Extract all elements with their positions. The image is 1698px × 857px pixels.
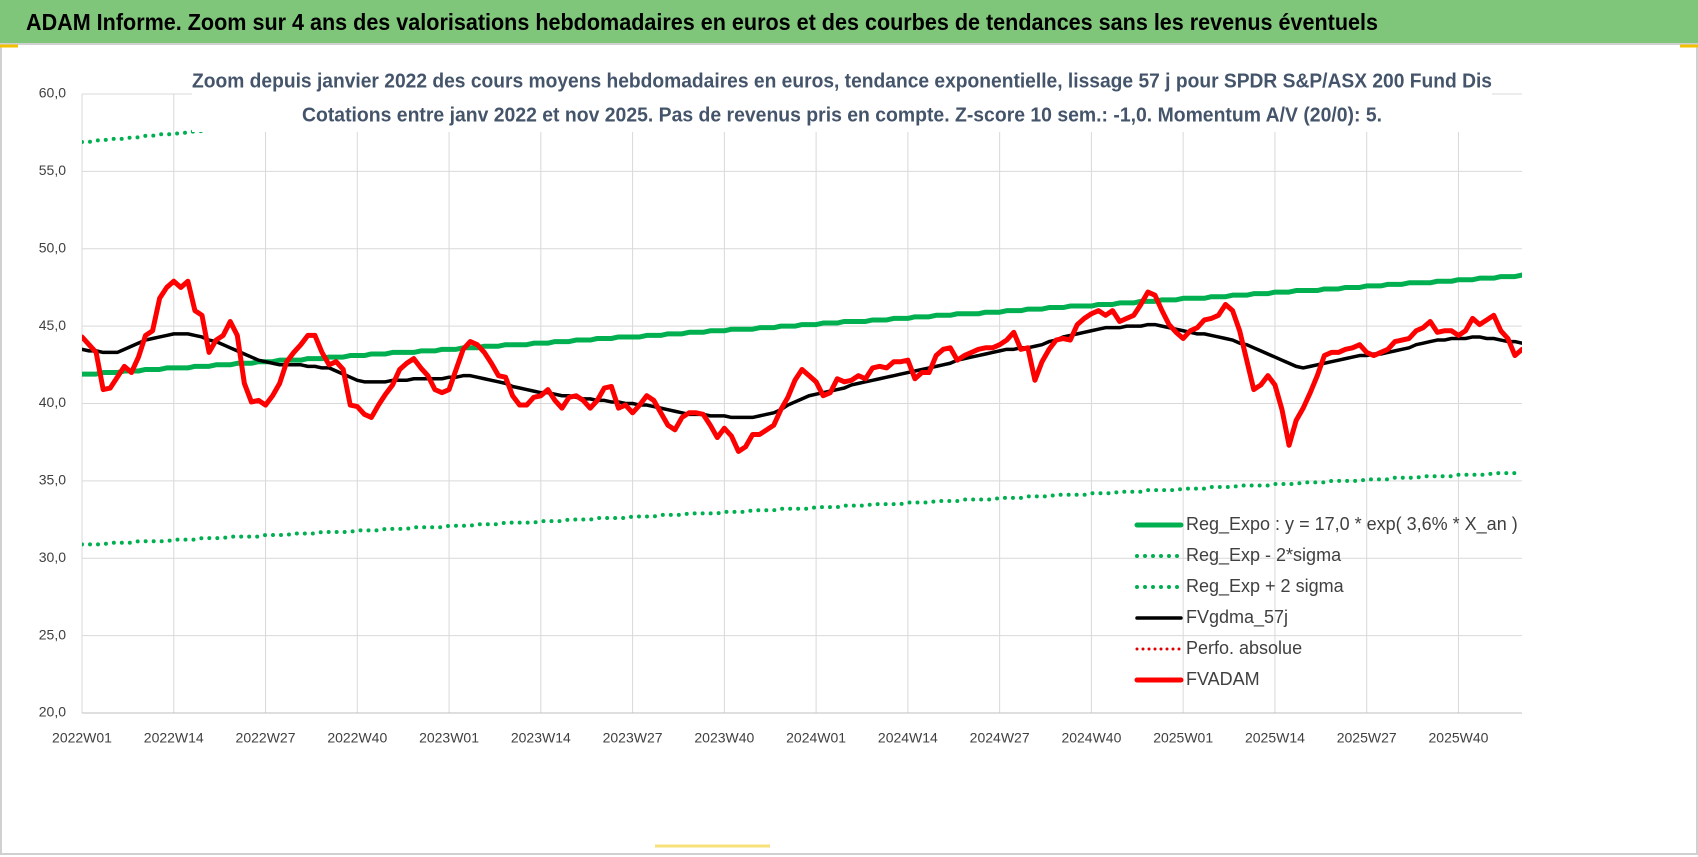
subtitle: Zoom depuis janvier 2022 des cours moyen… (192, 70, 1492, 92)
legend-label: FVADAM (1186, 669, 1260, 689)
x-tick-label: 2025W40 (1429, 730, 1489, 746)
series-line (82, 471, 1522, 547)
x-tick-label: 2023W27 (603, 730, 663, 746)
subtitle: Cotations entre janv 2022 et nov 2025. P… (302, 104, 1382, 126)
y-tick-label: 60,0 (39, 85, 66, 101)
x-tick-label: 2025W27 (1337, 730, 1397, 746)
banner (0, 0, 1698, 44)
x-tick-label: 2024W40 (1061, 730, 1121, 746)
legend: Reg_Expo : y = 17,0 * exp( 3,6% * X_an )… (1134, 514, 1518, 689)
y-tick-label: 50,0 (39, 239, 66, 255)
plot-area (82, 94, 1522, 547)
x-tick-label: 2022W14 (144, 730, 204, 746)
x-tick-label: 2024W01 (786, 730, 846, 746)
legend-label: Reg_Exp - 2*sigma (1186, 545, 1342, 566)
legend-label: FVgdma_57j (1186, 607, 1288, 628)
series-line (82, 272, 1522, 377)
x-tick-label: 2023W40 (694, 730, 754, 746)
y-tick-label: 35,0 (39, 472, 66, 488)
y-tick-label: 40,0 (39, 394, 66, 410)
y-tick-label: 45,0 (39, 317, 66, 333)
series-line (82, 322, 1522, 420)
frame (0, 43, 1698, 855)
y-tick-label: 55,0 (39, 162, 66, 178)
x-tick-label: 2022W40 (327, 730, 387, 746)
series-line (82, 278, 1522, 454)
subtitle-box (192, 62, 1492, 132)
legend-label: Reg_Expo : y = 17,0 * exp( 3,6% * X_an ) (1186, 514, 1518, 535)
x-tick-label: 2023W01 (419, 730, 479, 746)
y-tick-label: 25,0 (39, 626, 66, 642)
legend-label: Reg_Exp + 2 sigma (1186, 576, 1345, 597)
x-tick-label: 2025W14 (1245, 730, 1305, 746)
x-tick-label: 2023W14 (511, 730, 571, 746)
y-tick-label: 20,0 (39, 704, 66, 720)
y-tick-label: 30,0 (39, 549, 66, 565)
page-title: ADAM Informe. Zoom sur 4 ans des valoris… (26, 9, 1378, 35)
x-tick-label: 2022W27 (236, 730, 296, 746)
x-tick-label: 2024W14 (878, 730, 938, 746)
x-tick-label: 2022W01 (52, 730, 112, 746)
axes: 20,0 25,0 30,0 35,0 40,0 45,0 50,0 55,0 60,0 2022… (39, 85, 1522, 746)
x-tick-label: 2024W27 (970, 730, 1030, 746)
legend-label: Perfo. absolue (1186, 638, 1302, 658)
x-tick-label: 2025W01 (1153, 730, 1213, 746)
